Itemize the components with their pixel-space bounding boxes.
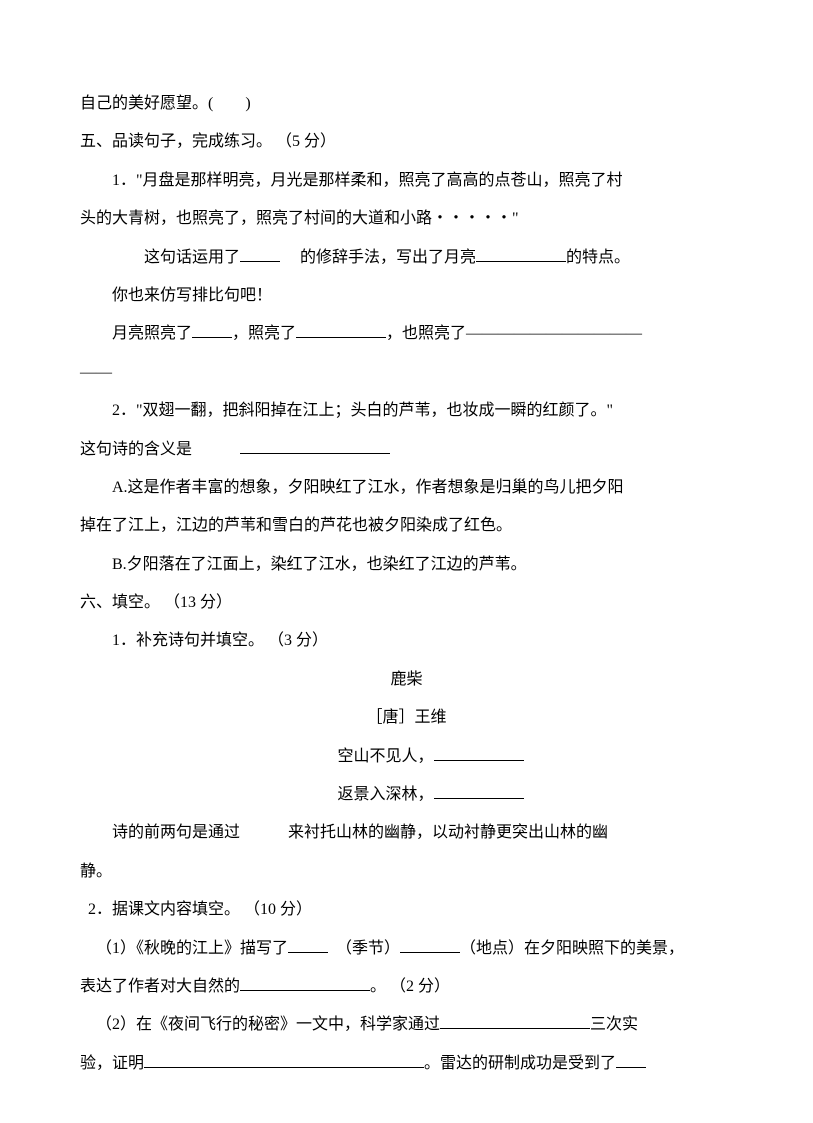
text-fragment: 的特点。	[566, 249, 630, 266]
text-fragment: 三次实	[590, 1016, 638, 1033]
blank-field[interactable]	[434, 783, 524, 799]
question-6-2: 2．据课文内容填空。 （10 分）	[80, 891, 733, 929]
text-fragment: 表达了作者对大自然的	[80, 978, 240, 995]
text-fragment: 空山不见人，	[337, 748, 433, 765]
blank-field[interactable]	[240, 246, 280, 262]
text-fragment: 月亮照亮了	[112, 325, 192, 342]
blank-field[interactable]	[288, 937, 328, 953]
poem-question-line2: 静。	[80, 853, 733, 891]
text-fragment: 诗的前两句是通过	[112, 824, 240, 841]
poem-line-2: 返景入深林，	[80, 776, 733, 814]
section-heading-5: 五、品读句子，完成练习。 （5 分）	[80, 123, 733, 161]
question-1-line1: 1．"月盘是那样明亮，月光是那样柔和，照亮了高高的点苍山，照亮了村	[80, 162, 733, 200]
text-fragment: 验，证明	[80, 1055, 144, 1072]
blank-field[interactable]	[400, 937, 460, 953]
text-fragment: ，也照亮了———————————	[386, 325, 642, 342]
text-fragment	[284, 249, 300, 266]
question-2-line1: 2．"双翅一翻，把斜阳掉在江上；头白的芦苇，也妆成一瞬的红颜了。"	[80, 392, 733, 430]
text-fragment: （2）在《夜间飞行的秘密》一文中，科学家通过	[96, 1016, 440, 1033]
blank-field[interactable]	[240, 438, 390, 454]
text-fragment: （1）《秋晚的江上》描写了	[96, 940, 288, 957]
blank-field[interactable]	[240, 975, 370, 991]
option-b: B.夕阳落在了江面上，染红了江水，也染红了江边的芦苇。	[80, 546, 733, 584]
text-fragment: 的修辞手法，写出了月亮	[300, 249, 476, 266]
blank-field[interactable]	[616, 1052, 646, 1068]
text-fragment: 。 （2 分）	[370, 978, 450, 995]
poem-line-1: 空山不见人，	[80, 738, 733, 776]
blank-field[interactable]	[144, 1052, 424, 1068]
blank-field[interactable]	[296, 322, 386, 338]
poem-author: ［唐］王维	[80, 699, 733, 737]
text-fragment: ，照亮了	[232, 325, 296, 342]
sub-question-2: （2）在《夜间飞行的秘密》一文中，科学家通过 三次实	[80, 1006, 733, 1044]
question-1-line2: 头的大青树，也照亮了，照亮了村间的大道和小路・・・・・"	[80, 200, 733, 238]
poem-title: 鹿柴	[80, 661, 733, 699]
option-a-line2: 掉在了江上，江边的芦苇和雪白的芦花也被夕阳染成了红色。	[80, 507, 733, 545]
text-line: 自己的美好愿望。( )	[80, 85, 733, 123]
option-a-line1: A.这是作者丰富的想象，夕阳映红了江水，作者想象是归巢的鸟儿把夕阳	[80, 469, 733, 507]
question-6-1: 1．补充诗句并填空。 （3 分）	[80, 622, 733, 660]
blank-field[interactable]	[434, 745, 524, 761]
text-fragment: 来衬托山林的幽静，以动衬静更突出山林的幽	[288, 824, 608, 841]
sub-question-1: （1）《秋晚的江上》描写了 （季节） （地点）在夕阳映照下的美景，	[80, 930, 733, 968]
text-fragment: 这句诗的含义是	[80, 441, 192, 458]
poem-question-line1: 诗的前两句是通过 来衬托山林的幽静，以动衬静更突出山林的幽	[80, 814, 733, 852]
blank-field[interactable]	[476, 246, 566, 262]
text-fragment: 返景入深林，	[337, 786, 433, 803]
continuation-line: ——	[80, 354, 733, 392]
text-fragment: 这句话运用了	[144, 249, 240, 266]
text-fragment: （地点）在夕阳映照下的美景，	[460, 940, 684, 957]
question-prompt: 这句话运用了 的修辞手法，写出了月亮 的特点。	[80, 239, 733, 277]
blank-field[interactable]	[192, 322, 232, 338]
text-fragment: 。雷达的研制成功是受到了	[424, 1055, 616, 1072]
blank-field[interactable]	[440, 1013, 590, 1029]
text-fragment: （季节）	[344, 940, 400, 957]
instruction-line: 你也来仿写排比句吧！	[80, 277, 733, 315]
fill-blank-line: 月亮照亮了 ，照亮了 ，也照亮了———————————	[80, 315, 733, 353]
section-heading-6: 六、填空。 （13 分）	[80, 584, 733, 622]
question-2-line2: 这句诗的含义是	[80, 431, 733, 469]
sub-question-2-line2: 验，证明 。雷达的研制成功是受到了	[80, 1045, 733, 1083]
sub-question-1-line2: 表达了作者对大自然的 。 （2 分）	[80, 968, 733, 1006]
